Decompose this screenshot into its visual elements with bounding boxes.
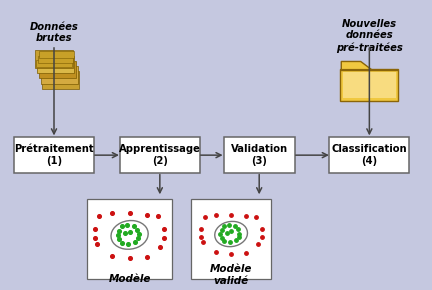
FancyBboxPatch shape bbox=[4, 3, 428, 287]
Point bbox=[228, 252, 235, 257]
Text: Modèle
validé: Modèle validé bbox=[210, 264, 252, 286]
FancyBboxPatch shape bbox=[39, 61, 76, 78]
FancyBboxPatch shape bbox=[41, 66, 78, 84]
Point bbox=[143, 254, 150, 259]
Point bbox=[232, 238, 239, 243]
Point bbox=[109, 253, 116, 258]
FancyBboxPatch shape bbox=[87, 200, 172, 279]
Text: Modèle: Modèle bbox=[108, 274, 151, 284]
Point bbox=[217, 232, 224, 236]
Point bbox=[115, 237, 122, 242]
Point bbox=[201, 215, 208, 220]
Point bbox=[213, 250, 219, 255]
Point bbox=[232, 224, 238, 229]
Point bbox=[235, 227, 241, 232]
FancyBboxPatch shape bbox=[42, 71, 79, 89]
FancyBboxPatch shape bbox=[191, 200, 271, 279]
Point bbox=[226, 223, 233, 227]
Point bbox=[197, 226, 204, 231]
Point bbox=[252, 215, 259, 220]
Point bbox=[130, 224, 137, 229]
Text: Données
brutes: Données brutes bbox=[29, 22, 79, 43]
Point bbox=[122, 231, 129, 236]
Point bbox=[235, 235, 242, 240]
Point bbox=[228, 213, 235, 217]
Point bbox=[221, 239, 228, 244]
Point bbox=[126, 230, 133, 234]
Point bbox=[143, 212, 150, 217]
Point bbox=[134, 227, 141, 232]
Text: Classification
(4): Classification (4) bbox=[331, 144, 407, 166]
Point bbox=[243, 251, 250, 255]
Point bbox=[236, 231, 243, 236]
Point bbox=[221, 224, 228, 229]
Point bbox=[161, 227, 168, 231]
Point bbox=[258, 234, 265, 239]
Point bbox=[92, 235, 98, 240]
Point bbox=[131, 240, 138, 244]
Point bbox=[92, 227, 98, 231]
Point bbox=[115, 228, 122, 233]
FancyBboxPatch shape bbox=[39, 51, 74, 58]
FancyBboxPatch shape bbox=[343, 72, 396, 98]
Point bbox=[118, 241, 125, 245]
Point bbox=[254, 242, 261, 246]
Point bbox=[135, 236, 142, 241]
Point bbox=[197, 234, 204, 239]
Point bbox=[258, 226, 265, 231]
FancyBboxPatch shape bbox=[35, 50, 73, 68]
FancyBboxPatch shape bbox=[38, 56, 73, 63]
FancyBboxPatch shape bbox=[224, 137, 295, 173]
Point bbox=[161, 235, 168, 240]
FancyBboxPatch shape bbox=[340, 69, 398, 101]
Text: Prétraitement
(1): Prétraitement (1) bbox=[14, 144, 94, 166]
Point bbox=[118, 224, 125, 229]
Point bbox=[126, 211, 133, 215]
Point bbox=[109, 211, 116, 215]
Point bbox=[156, 244, 163, 249]
FancyBboxPatch shape bbox=[14, 137, 94, 173]
Point bbox=[96, 214, 103, 218]
Text: Nouvelles
données
pré-traitées: Nouvelles données pré-traitées bbox=[336, 19, 403, 53]
Point bbox=[213, 213, 219, 217]
Point bbox=[199, 239, 206, 244]
Point bbox=[218, 235, 225, 240]
Point bbox=[124, 222, 131, 227]
Point bbox=[136, 232, 143, 237]
Point bbox=[228, 229, 235, 234]
FancyBboxPatch shape bbox=[329, 137, 409, 173]
Point bbox=[218, 228, 225, 233]
Point bbox=[154, 214, 161, 218]
Point bbox=[94, 241, 101, 246]
Text: Apprentissage
(2): Apprentissage (2) bbox=[119, 144, 201, 166]
Point bbox=[226, 240, 233, 244]
Point bbox=[243, 214, 250, 218]
FancyBboxPatch shape bbox=[36, 60, 72, 67]
FancyBboxPatch shape bbox=[120, 137, 200, 173]
Text: Validation
(3): Validation (3) bbox=[231, 144, 288, 166]
Point bbox=[125, 242, 132, 246]
Point bbox=[126, 256, 133, 260]
FancyBboxPatch shape bbox=[37, 56, 74, 73]
Point bbox=[114, 233, 121, 237]
Point bbox=[224, 231, 231, 235]
Polygon shape bbox=[341, 61, 372, 70]
